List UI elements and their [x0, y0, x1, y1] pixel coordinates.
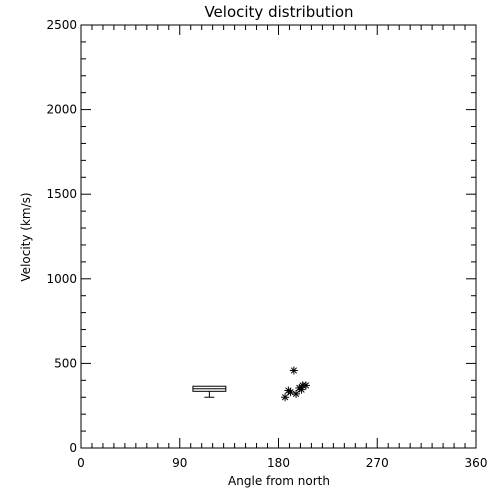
- plot-frame: [80, 24, 477, 449]
- x-tick-label: 180: [267, 456, 290, 470]
- axis-ticks: [80, 24, 477, 449]
- x-axis-title: Angle from north: [228, 474, 330, 488]
- x-tick-label: 90: [172, 456, 187, 470]
- y-tick-label: 500: [54, 356, 77, 370]
- chart-title: Velocity distribution: [204, 3, 353, 21]
- x-tick-label: 0: [77, 456, 85, 470]
- x-tick-labels: 0 90 180 270 360: [77, 456, 487, 470]
- data-point: [289, 366, 298, 375]
- data-marks: [192, 366, 310, 402]
- y-tick-label: 1500: [46, 187, 77, 201]
- y-tick-label: 1000: [46, 272, 77, 286]
- x-tick-label: 360: [465, 456, 488, 470]
- y-tick-labels: 0 500 1000 1500 2000 2500: [46, 18, 77, 455]
- data-point: [281, 393, 290, 402]
- y-tick-label: 2500: [46, 18, 77, 32]
- data-point: [297, 385, 306, 394]
- y-tick-label: 2000: [46, 103, 77, 117]
- data-point: [292, 389, 301, 398]
- data-point: [286, 388, 295, 397]
- y-tick-label: 0: [69, 441, 77, 455]
- x-tick-label: 270: [366, 456, 389, 470]
- y-axis-title: Velocity (km/s): [19, 192, 33, 281]
